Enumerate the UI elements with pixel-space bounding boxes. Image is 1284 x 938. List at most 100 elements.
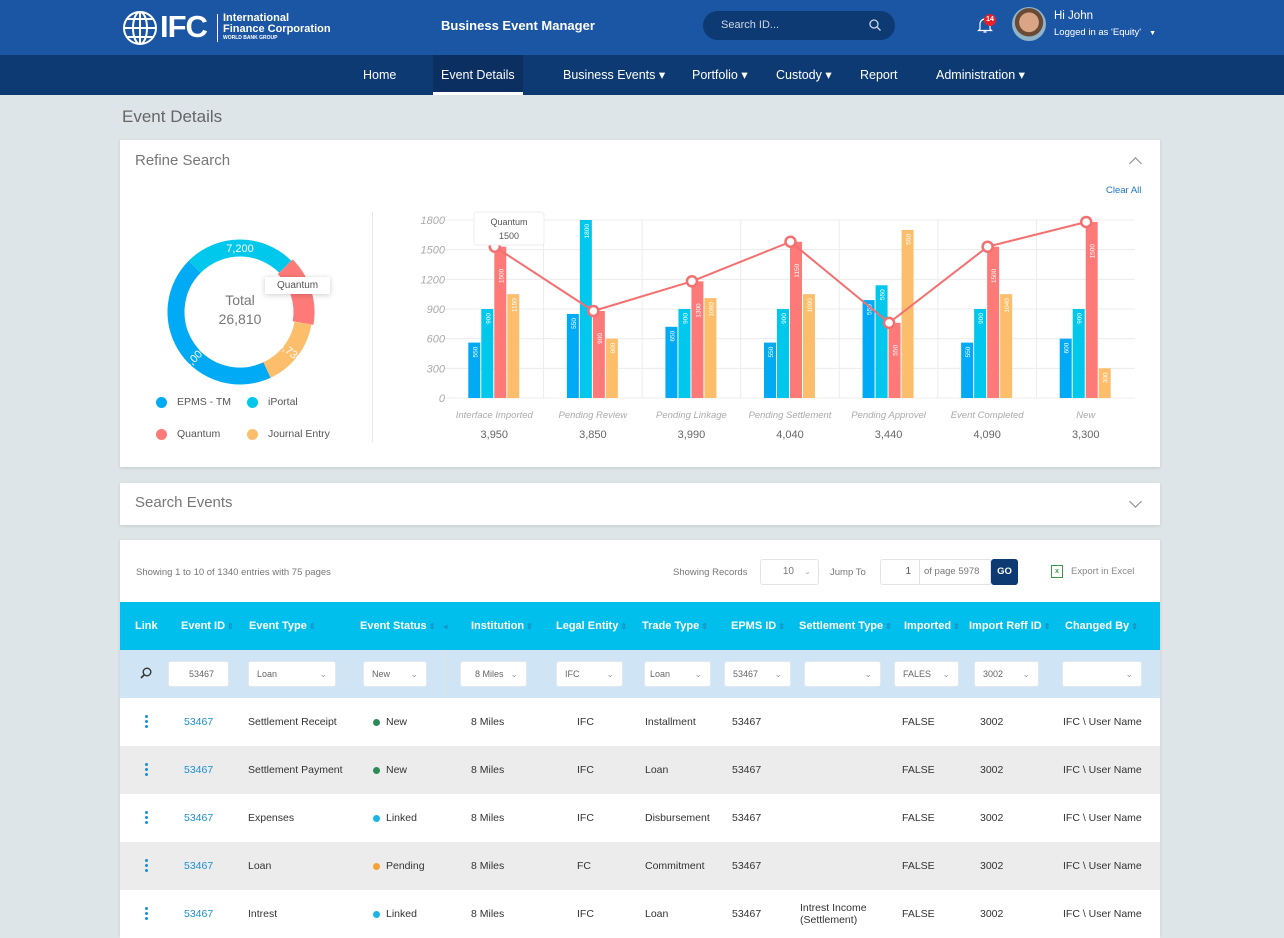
search-events-panel[interactable]: Search Events	[120, 483, 1160, 525]
filter-imported[interactable]: FALES ⌄	[894, 661, 959, 687]
nav-business-events[interactable]: Business Events ▾	[563, 68, 666, 82]
bar-journal-entry[interactable]	[803, 294, 815, 398]
bar-journal-entry[interactable]	[1000, 294, 1013, 398]
bar-iportal[interactable]	[974, 309, 987, 398]
legend-quantum[interactable]: Quantum	[156, 428, 220, 440]
nav-administration[interactable]: Administration ▾	[936, 68, 1025, 82]
go-button[interactable]: GO	[991, 559, 1018, 585]
bar-epms-tm[interactable]	[1059, 338, 1072, 398]
sort-icon[interactable]: ⇕	[308, 622, 316, 631]
sort-icon[interactable]: ⇕	[428, 622, 436, 631]
cell-event-id[interactable]: 53467	[184, 698, 213, 746]
bar-journal-entry[interactable]	[704, 298, 717, 398]
table-row[interactable]: 53467 Expenses Linked 8 Miles IFC Disbursemen…	[120, 794, 1160, 842]
legend-journal[interactable]: Journal Entry	[247, 428, 330, 440]
table-row[interactable]: 53467 Intrest Linked 8 Miles IFC Loan 53467 Int…	[120, 890, 1160, 938]
filter-import-reff-id[interactable]: 3002 ⌄	[974, 661, 1039, 687]
bar-quantum[interactable]	[1085, 221, 1098, 398]
col-event-type[interactable]: Event Type ⇕	[249, 602, 316, 650]
search-input[interactable]: Search ID...	[703, 11, 895, 40]
bar-quantum[interactable]	[592, 310, 605, 398]
bar-iportal[interactable]	[678, 309, 691, 398]
records-select[interactable]: 10 ⌄	[760, 559, 819, 585]
bar-iportal[interactable]	[777, 309, 789, 398]
bar-journal-entry[interactable]	[1098, 368, 1111, 398]
col-epms-id[interactable]: EPMS ID ⇕	[731, 602, 785, 650]
clear-all-link[interactable]: Clear All	[1106, 185, 1142, 196]
donut-slice-journal[interactable]	[263, 321, 312, 378]
donut-slice-quantum[interactable]	[277, 259, 315, 325]
filter-trade-type[interactable]: Loan ⌄	[644, 661, 711, 687]
nav-report[interactable]: Report	[860, 68, 898, 82]
sort-icon[interactable]: ⇕	[953, 622, 960, 631]
bar-epms-tm[interactable]	[468, 342, 481, 398]
search-icon[interactable]	[869, 19, 881, 31]
donut-slice-epms[interactable]	[167, 260, 271, 385]
export-excel-button[interactable]: x Export in Excel	[1051, 565, 1134, 578]
nav-custody[interactable]: Custody ▾	[776, 68, 832, 82]
user-avatar[interactable]	[1012, 7, 1046, 41]
sort-icon[interactable]: ⇕	[620, 622, 628, 631]
bar-epms-tm[interactable]	[764, 342, 776, 398]
filter-settlement-type[interactable]: ⌄	[804, 661, 881, 687]
row-menu-icon[interactable]	[145, 859, 148, 874]
cell-event-id[interactable]: 53467	[184, 890, 213, 938]
sort-icon[interactable]: ⇕	[227, 622, 234, 631]
bar-iportal[interactable]	[481, 309, 494, 398]
bar-quantum[interactable]	[790, 241, 802, 398]
filter-legal-entity[interactable]: IFC ⌄	[556, 661, 623, 687]
search-icon[interactable]	[140, 667, 152, 679]
resize-handle-icon[interactable]: ◂	[443, 622, 448, 631]
sort-icon[interactable]: ⇕	[701, 622, 708, 631]
sort-icon[interactable]: ⇕	[778, 622, 785, 631]
col-legal-entity[interactable]: Legal Entity ⇕	[556, 602, 627, 650]
legend-iportal[interactable]: iPortal	[247, 396, 298, 408]
caret-down-icon[interactable]: ▼	[1149, 30, 1157, 37]
nav-event-details[interactable]: Event Details	[433, 55, 523, 95]
line-point[interactable]	[685, 275, 699, 288]
bar-epms-tm[interactable]	[665, 326, 678, 398]
col-import-reff-id[interactable]: Import Reff ID ⇕	[969, 602, 1050, 650]
filter-event-status[interactable]: New ⌄	[363, 661, 427, 687]
filter-changed-by[interactable]: ⌄	[1062, 661, 1142, 687]
bar-epms-tm[interactable]	[961, 342, 974, 398]
donut-slice-iportal[interactable]	[188, 239, 292, 273]
cell-event-id[interactable]: 53467	[184, 842, 213, 890]
row-menu-icon[interactable]	[145, 715, 148, 730]
sort-icon[interactable]: ⇕	[526, 622, 533, 631]
row-menu-icon[interactable]	[145, 763, 148, 778]
bar-quantum[interactable]	[494, 246, 507, 398]
col-event-id[interactable]: Event ID ⇕	[181, 602, 234, 650]
login-info[interactable]: Logged in as 'Equity' ▼	[1054, 27, 1156, 38]
bar-epms-tm[interactable]	[566, 313, 579, 398]
row-menu-icon[interactable]	[145, 811, 148, 826]
filter-event-type[interactable]: Loan ⌄	[248, 661, 336, 687]
bar-quantum[interactable]	[691, 281, 704, 398]
table-row[interactable]: 53467 Settlement Receipt New 8 Miles IFC Inst…	[120, 698, 1160, 746]
cell-event-id[interactable]: 53467	[184, 794, 213, 842]
bar-iportal[interactable]	[875, 285, 888, 398]
bar-epms-tm[interactable]	[862, 300, 875, 398]
table-row[interactable]: 53467 Settlement Payment New 8 Miles IFC Loan…	[120, 746, 1160, 794]
bar-journal-entry[interactable]	[507, 294, 520, 398]
line-point[interactable]	[784, 235, 797, 249]
col-trade-type[interactable]: Trade Type ⇕	[642, 602, 708, 650]
chevron-up-icon[interactable]	[1129, 157, 1142, 170]
chevron-down-icon[interactable]	[1129, 495, 1142, 508]
bar-quantum[interactable]	[888, 322, 901, 398]
col-imported[interactable]: Imported ⇕	[904, 602, 960, 650]
nav-home[interactable]: Home	[363, 68, 397, 82]
jump-input[interactable]: 1	[880, 559, 920, 585]
line-point[interactable]	[882, 316, 896, 330]
sort-icon[interactable]: ⇕	[885, 622, 892, 631]
table-row[interactable]: 53467 Loan Pending 8 Miles FC Commitment 53467…	[120, 842, 1160, 890]
bar-iportal[interactable]	[1072, 309, 1085, 398]
line-point[interactable]	[981, 240, 994, 253]
sort-icon[interactable]: ⇕	[1131, 622, 1138, 631]
row-menu-icon[interactable]	[145, 907, 148, 922]
bar-quantum[interactable]	[987, 246, 1000, 398]
cell-event-id[interactable]: 53467	[184, 746, 213, 794]
filter-institution[interactable]: 8 Miles ⌄	[460, 661, 527, 687]
bar-iportal[interactable]	[579, 220, 592, 398]
col-changed-by[interactable]: Changed By ⇕	[1065, 602, 1138, 650]
